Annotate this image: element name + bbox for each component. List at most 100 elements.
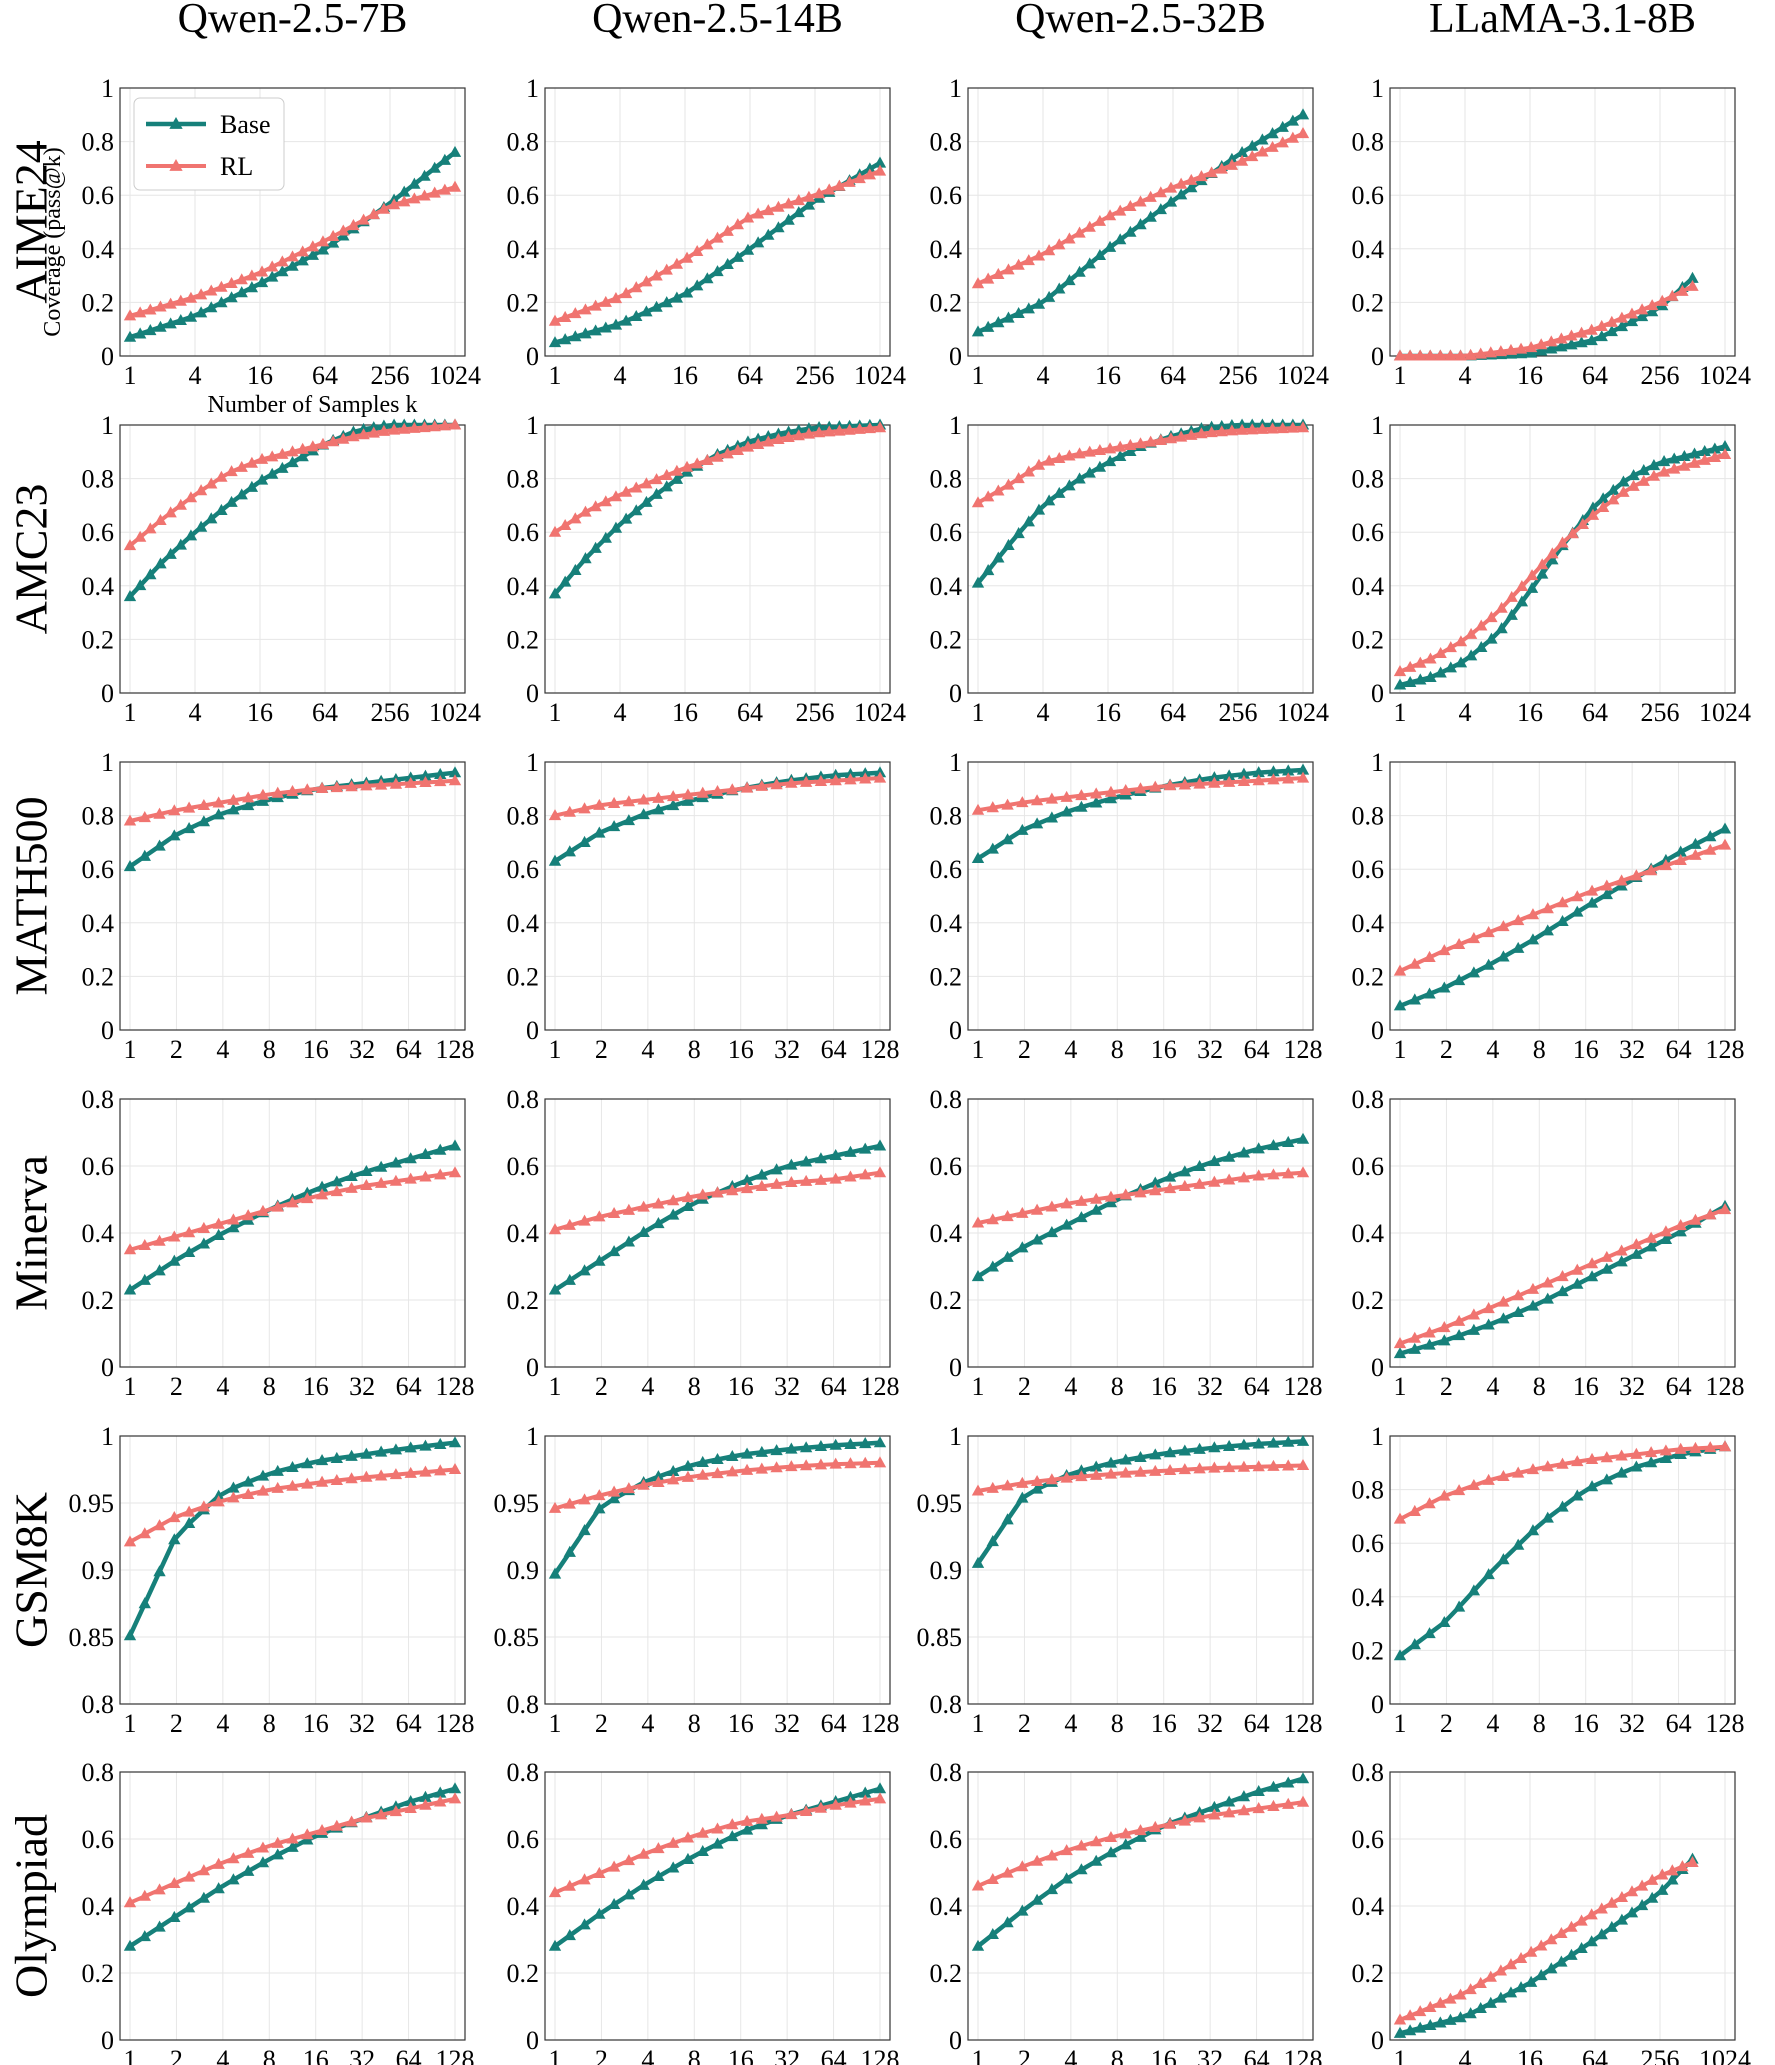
data-point-base [691,279,704,291]
y-tick-label: 0.6 [1352,181,1385,210]
data-point-base [622,1888,636,1900]
data-point-base [1600,1473,1613,1485]
row-title-amc23: AMC23 [6,484,57,635]
data-point-rl [1045,1200,1059,1212]
data-point-rl [1063,449,1076,461]
data-point-rl [242,1487,255,1500]
x-tick-label: 4 [641,1709,654,1738]
plot-frame [1389,424,1736,694]
y-tick-label: 0.4 [1352,1219,1385,1248]
x-tick-label: 2 [1018,1035,1031,1064]
x-tick-label: 16 [303,1709,329,1738]
data-point-rl [1637,474,1650,486]
x-tick-label: 16 [1517,2045,1543,2065]
data-point-base [428,161,441,173]
panel-olympiad-qwen-2-5-32b: 0 0.2 0.4 0.6 0.8 1 2 4 8 16 32 64 128 [930,1758,1323,2065]
y-tick-label: 1 [949,74,962,103]
data-point-base [1266,127,1279,139]
data-point-rl [1001,1479,1014,1491]
data-point-rl [1016,1476,1029,1488]
data-point-rl [740,1814,754,1826]
data-point-base [650,300,663,312]
data-point-base [1444,661,1457,673]
data-point-rl [428,186,441,198]
data-point-rl [1666,289,1679,301]
data-point-rl [770,1461,783,1473]
data-point-rl [377,424,391,436]
data-point-rl [235,273,248,285]
data-point-rl [1222,1461,1236,1473]
data-point-rl [1482,1302,1495,1314]
data-point-base [315,1454,329,1466]
data-point-rl [1464,348,1477,360]
data-point-base [1032,297,1046,309]
data-point-base [981,320,995,332]
y-tick-label: 1 [101,748,114,777]
x-tick-label: 32 [774,1709,800,1738]
data-point-base [1073,265,1086,277]
data-point-base [184,310,198,322]
data-point-rl [1504,1958,1518,1970]
data-point-rl [1193,777,1206,789]
x-tick-label: 1 [1394,361,1407,390]
data-point-base [741,243,755,255]
x-tick-label: 32 [349,2045,375,2065]
row-title-olympiad: Olympiad [6,1814,57,1998]
data-point-base [1093,460,1107,472]
data-point-base [637,1225,650,1237]
data-point-base [1001,833,1014,845]
data-point-rl [986,1213,999,1225]
x-tick-label: 64 [1582,361,1608,390]
data-point-rl [1586,508,1600,520]
data-point-base [755,1445,768,1457]
data-point-rl [301,1477,314,1489]
x-tick-label: 64 [821,1035,847,1064]
data-point-rl [1605,315,1618,327]
data-point-rl [1698,453,1711,465]
data-point-base [652,803,665,815]
y-tick-label: 0.8 [82,465,115,494]
legend-label-base: Base [220,110,271,139]
data-point-rl [1474,347,1487,359]
y-tick-label: 0.6 [1352,1152,1385,1181]
data-point-base [235,488,248,500]
data-point-base [1704,830,1717,842]
data-point-rl [1689,848,1702,860]
data-point-base [123,330,137,342]
data-point-rl [330,781,343,793]
y-tick-label: 0.4 [507,909,540,938]
data-point-base [782,213,795,225]
data-point-rl [197,1500,211,1512]
data-point-rl [578,1214,591,1226]
data-point-base [1600,888,1613,900]
data-point-rl [330,1185,343,1197]
x-tick-label: 16 [1517,698,1543,727]
data-point-base [696,1844,709,1857]
data-point-rl [1545,335,1558,347]
data-point-rl [812,187,826,199]
data-point-rl [1075,1470,1088,1482]
data-point-rl [448,1792,462,1804]
x-tick-label: 1 [549,1709,562,1738]
data-point-base [1647,459,1661,471]
data-point-base [1525,581,1539,593]
data-point-rl [1016,796,1029,808]
data-point-rl [387,198,401,210]
data-point-rl [873,771,887,783]
data-point-rl [1060,1197,1073,1209]
data-point-base [1104,792,1118,804]
y-tick-label: 0.2 [930,288,963,317]
x-tick-label: 32 [349,1372,375,1401]
data-point-base [751,236,765,248]
data-point-base [1535,344,1548,356]
data-point-rl [1423,1497,1436,1509]
data-point-rl [873,1792,887,1804]
data-point-base [1545,1962,1558,1974]
data-point-base [168,1910,181,1922]
data-point-base [548,1567,562,1579]
data-point-rl [755,779,768,791]
y-tick-label: 0.2 [82,625,115,654]
x-tick-label: 16 [728,1372,754,1401]
panel-gsm8k-qwen-2-5-32b: 0.8 0.85 0.9 0.95 1 1 2 4 8 16 32 64 128 [917,1422,1323,1738]
data-point-base [1454,2011,1467,2023]
